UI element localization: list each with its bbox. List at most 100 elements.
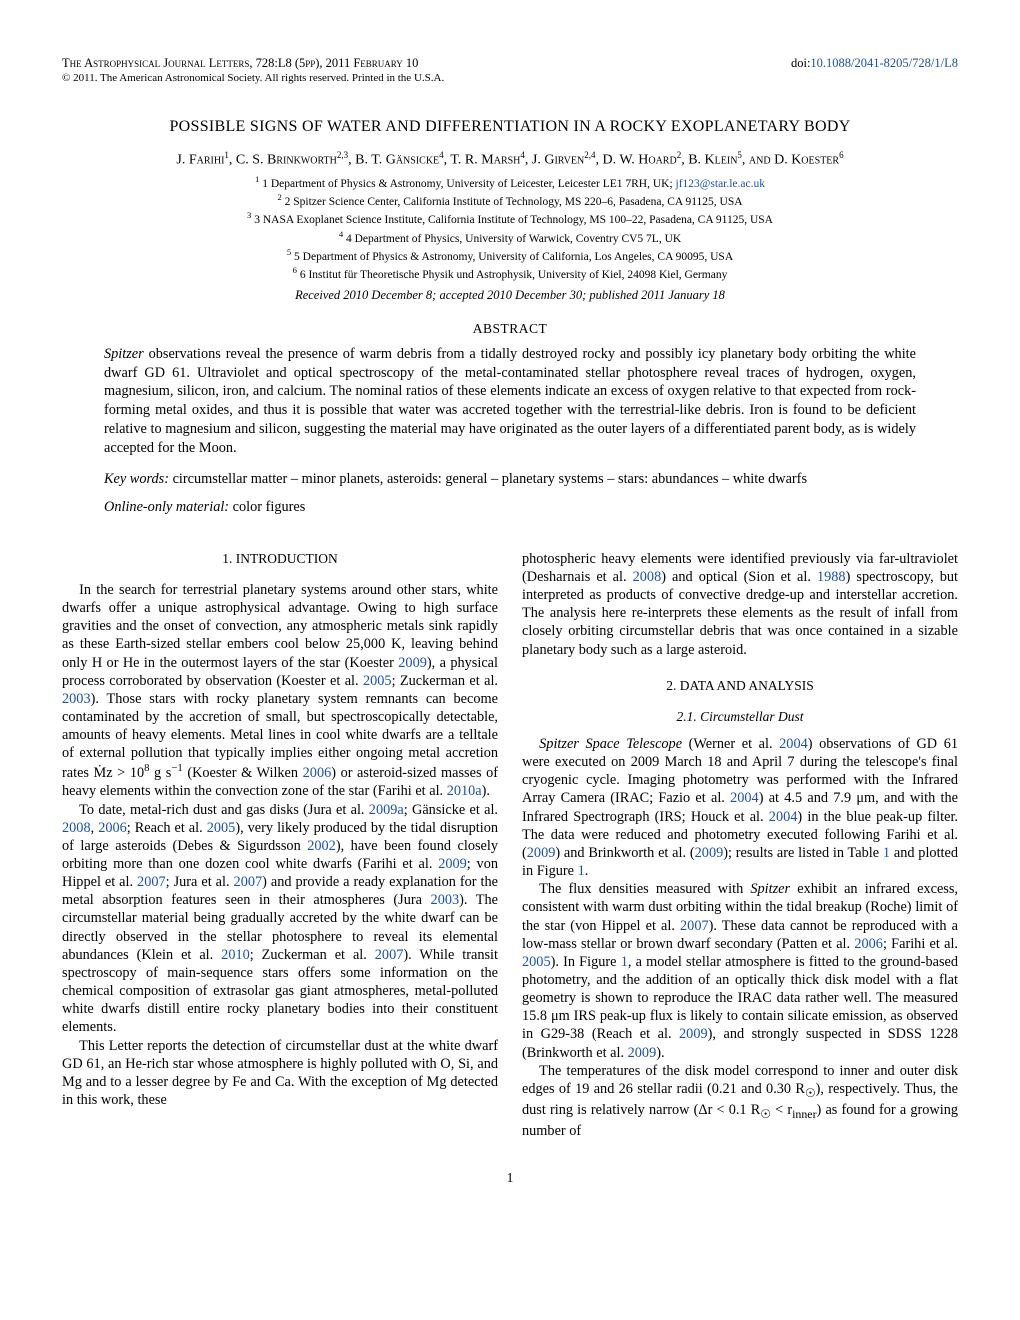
affiliation-5-text: 5 Department of Physics & Astronomy, Uni… xyxy=(294,251,733,263)
abstract-heading: ABSTRACT xyxy=(62,321,958,337)
affiliation-6: 6 6 Institut für Theoretische Physik und… xyxy=(62,265,958,283)
t: ; Gänsicke et al. xyxy=(404,802,498,818)
cite-sion-1988[interactable]: 1988 xyxy=(817,569,846,585)
cite-zuckerman-2007[interactable]: 2007 xyxy=(375,947,404,963)
affiliation-6-text: 6 Institut für Theoretische Physik und A… xyxy=(300,269,727,281)
cite-farihi-2010a[interactable]: 2010a xyxy=(447,783,482,799)
affiliation-4: 4 4 Department of Physics, University of… xyxy=(62,229,958,247)
t: . xyxy=(585,863,589,879)
t: < r xyxy=(771,1102,792,1118)
cite-zuckerman-2003[interactable]: 2003 xyxy=(62,691,91,707)
cite-werner-2004[interactable]: 2004 xyxy=(779,736,808,752)
cite-debes-2002[interactable]: 2002 xyxy=(307,838,336,854)
cite-desharnais-2008[interactable]: 2008 xyxy=(633,569,662,585)
cite-jura-2003[interactable]: 2003 xyxy=(431,892,460,908)
affiliation-1: 1 1 Department of Physics & Astronomy, U… xyxy=(62,174,958,192)
spitzer-italic-2: Spitzer xyxy=(750,881,790,897)
sun-symbol-2: ☉ xyxy=(760,1107,771,1121)
cite-farihi-2005[interactable]: 2005 xyxy=(522,954,551,970)
online-only-text: color figures xyxy=(229,499,305,515)
abstract-text: Spitzer observations reveal the presence… xyxy=(104,345,916,458)
cite-klein-2010[interactable]: 2010 xyxy=(221,947,250,963)
keywords-label: Key words: xyxy=(104,471,169,487)
cite-jura-2009a[interactable]: 2009a xyxy=(369,802,404,818)
article-title: POSSIBLE SIGNS OF WATER AND DIFFERENTIAT… xyxy=(62,118,958,136)
affiliation-5: 5 5 Department of Physics & Astronomy, U… xyxy=(62,247,958,265)
cite-koester-wilken-2006[interactable]: 2006 xyxy=(303,765,332,781)
section-1-heading: 1. INTRODUCTION xyxy=(62,550,498,567)
cite-reach-2009[interactable]: 2009 xyxy=(679,1026,708,1042)
spitzer-italic: Spitzer Space Telescope xyxy=(539,736,682,752)
affiliations: 1 1 Department of Physics & Astronomy, U… xyxy=(62,174,958,284)
right-column: photospheric heavy elements were identif… xyxy=(522,550,958,1140)
cite-brinkworth-2009[interactable]: 2009 xyxy=(695,845,724,861)
affiliation-2-text: 2 Spitzer Science Center, California Ins… xyxy=(285,196,743,208)
cite-reach-2005[interactable]: 2005 xyxy=(207,820,236,836)
cite-houck-2004[interactable]: 2004 xyxy=(769,809,798,825)
t: ); results are listed in Table xyxy=(723,845,883,861)
doi-link[interactable]: 10.1088/2041-8205/728/1/L8 xyxy=(810,56,958,70)
intro-para-3: This Letter reports the detection of cir… xyxy=(62,1037,498,1110)
t: ; Zuckerman et al. xyxy=(392,673,498,689)
cite-koester-2009[interactable]: 2009 xyxy=(398,655,427,671)
sun-symbol: ☉ xyxy=(805,1086,816,1100)
cite-vonhippel-2007[interactable]: 2007 xyxy=(137,874,166,890)
doi-label: doi: xyxy=(791,56,810,70)
data-para-2: The flux densities measured with Spitzer… xyxy=(522,880,958,1062)
cite-jura-2007[interactable]: 2007 xyxy=(234,874,263,890)
data-para-1: Spitzer Space Telescope (Werner et al. 2… xyxy=(522,735,958,880)
publication-dates: Received 2010 December 8; accepted 2010 … xyxy=(62,288,958,303)
inner-subscript: inner xyxy=(792,1107,816,1121)
sup-m1: −1 xyxy=(171,762,182,774)
figure-1-ref-b[interactable]: 1 xyxy=(621,954,628,970)
doi-wrapper: doi:10.1088/2041-8205/728/1/L8 xyxy=(791,56,958,71)
t: The flux densities measured with xyxy=(539,881,750,897)
t: ; Zuckerman et al. xyxy=(250,947,375,963)
cite-gansicke-2006[interactable]: 2006 xyxy=(98,820,127,836)
running-head: The Astrophysical Journal Letters, 728:L… xyxy=(62,56,958,71)
t: ). In Figure xyxy=(551,954,621,970)
keywords-text: circumstellar matter – minor planets, as… xyxy=(169,471,807,487)
abstract-body: observations reveal the presence of warm… xyxy=(104,346,916,456)
t: ) and Brinkworth et al. ( xyxy=(555,845,694,861)
section-2-heading: 2. DATA AND ANALYSIS xyxy=(522,677,958,694)
author-list: J. Farihi1, C. S. Brinkworth2,3, B. T. G… xyxy=(62,150,958,169)
intro-para-3-cont: photospheric heavy elements were identif… xyxy=(522,550,958,659)
cite-fazio-2004[interactable]: 2004 xyxy=(730,790,759,806)
t: To date, metal-rich dust and gas disks (… xyxy=(79,802,369,818)
subsection-2-1-heading: 2.1. Circumstellar Dust xyxy=(522,708,958,725)
cite-brinkworth-2009b[interactable]: 2009 xyxy=(628,1045,657,1061)
affiliation-3-text: 3 NASA Exoplanet Science Institute, Cali… xyxy=(254,214,773,226)
online-only-label: Online-only material: xyxy=(104,499,229,515)
cite-gansicke-2008[interactable]: 2008 xyxy=(62,820,91,836)
cite-farihi-2009[interactable]: 2009 xyxy=(438,856,467,872)
left-column: 1. INTRODUCTION In the search for terres… xyxy=(62,550,498,1140)
page-number: 1 xyxy=(62,1170,958,1186)
intro-para-1: In the search for terrestrial planetary … xyxy=(62,581,498,801)
t: ; Reach et al. xyxy=(127,820,207,836)
t: ; Jura et al. xyxy=(166,874,234,890)
data-para-3: The temperatures of the disk model corre… xyxy=(522,1062,958,1140)
t: (Werner et al. xyxy=(682,736,779,752)
t: ). xyxy=(656,1045,664,1061)
figure-1-ref-a[interactable]: 1 xyxy=(578,863,585,879)
t: (Koester & Wilken xyxy=(183,765,303,781)
affiliation-4-text: 4 Department of Physics, University of W… xyxy=(346,233,681,245)
cite-vonhippel-2007b[interactable]: 2007 xyxy=(680,918,709,934)
affiliation-3: 3 3 NASA Exoplanet Science Institute, Ca… xyxy=(62,210,958,228)
affiliation-1-text: 1 Department of Physics & Astronomy, Uni… xyxy=(262,177,675,189)
t: ). xyxy=(482,783,490,799)
t: ) and optical (Sion et al. xyxy=(661,569,817,585)
copyright-line: © 2011. The American Astronomical Societ… xyxy=(62,72,958,84)
cite-patten-2006[interactable]: 2006 xyxy=(854,936,883,952)
affiliation-2: 2 2 Spitzer Science Center, California I… xyxy=(62,192,958,210)
two-column-body: 1. INTRODUCTION In the search for terres… xyxy=(62,550,958,1140)
author-email[interactable]: jf123@star.le.ac.uk xyxy=(676,177,765,189)
cite-farihi-2009b[interactable]: 2009 xyxy=(527,845,556,861)
abstract-spitzer-italic: Spitzer xyxy=(104,346,144,362)
cite-koester-2005[interactable]: 2005 xyxy=(363,673,392,689)
table-1-ref[interactable]: 1 xyxy=(883,845,890,861)
keywords-block: Key words: circumstellar matter – minor … xyxy=(104,470,916,489)
intro-para-2: To date, metal-rich dust and gas disks (… xyxy=(62,801,498,1037)
t: g s xyxy=(149,765,171,781)
